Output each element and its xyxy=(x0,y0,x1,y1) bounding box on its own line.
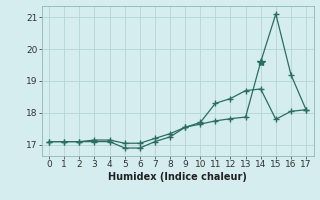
X-axis label: Humidex (Indice chaleur): Humidex (Indice chaleur) xyxy=(108,172,247,182)
